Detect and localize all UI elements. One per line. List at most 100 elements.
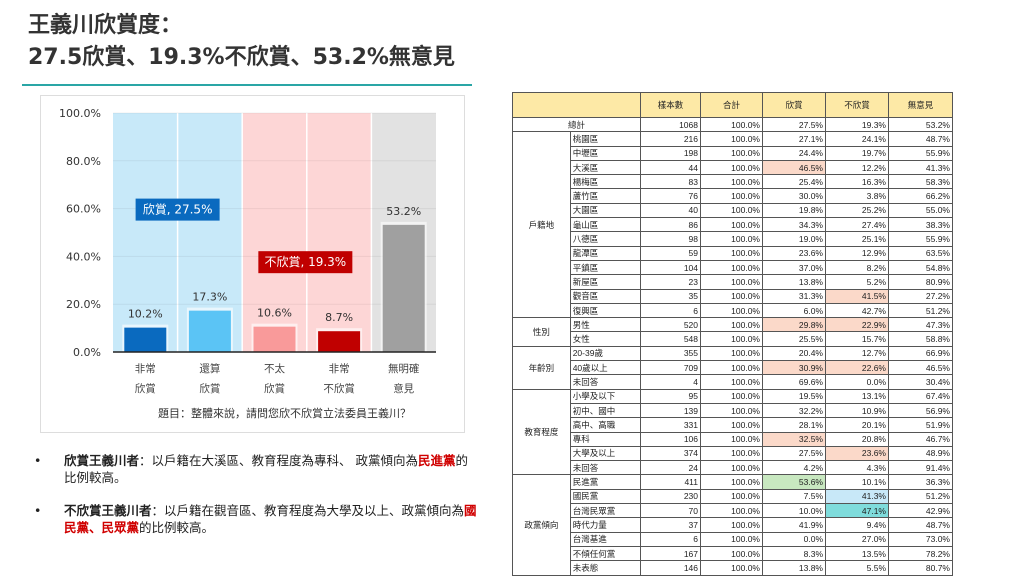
table-cell: 19.7% [825, 145, 889, 161]
table-cell: 46.5% [762, 159, 826, 176]
table-cell: 46.7% [888, 431, 953, 447]
table-cell: 355 [640, 345, 701, 362]
y-tick-label: 80.0% [66, 155, 101, 168]
y-tick-label: 100.0% [59, 107, 101, 120]
table-cell: 63.5% [888, 245, 953, 261]
table-row: 龍潭區 59 100.0% 23.6% 12.9% 63.5% [513, 245, 953, 261]
table-row: 新屋區 23 100.0% 13.8% 5.2% 80.9% [513, 274, 953, 290]
row-label: 專科 [569, 431, 642, 447]
table-cell: 15.7% [825, 331, 889, 347]
table-cell: 100.0% [700, 302, 763, 319]
annotation-label: 欣賞, 27.5% [143, 203, 213, 217]
title-divider [22, 84, 472, 86]
table-cell: 0.0% [762, 531, 826, 547]
x-tick-label: 意見 [393, 382, 414, 395]
table-cell: 411 [640, 474, 701, 490]
table-cell: 13.8% [762, 560, 826, 576]
table-cell: 198 [640, 145, 701, 161]
table-cell: 66.2% [888, 188, 953, 204]
table-row: 中壢區 198 100.0% 24.4% 19.7% 55.9% [513, 145, 953, 161]
table-row: 不傾任何黨 167 100.0% 8.3% 13.5% 78.2% [513, 545, 953, 562]
bullet-dot: • [34, 503, 42, 518]
y-tick-label: 20.0% [66, 298, 101, 311]
table-row: 大溪區 44 100.0% 46.5% 12.2% 41.3% [513, 159, 953, 176]
title-line-1: 王義川欣賞度： [28, 13, 183, 38]
table-cell: 10.0% [762, 503, 826, 519]
table-row: 復興區 6 100.0% 6.0% 42.7% 51.2% [513, 302, 953, 319]
table-cell: 70 [640, 503, 701, 519]
table-cell: 100.0% [700, 288, 763, 304]
x-tick-label: 欣賞 [199, 382, 220, 395]
table-cell: 46.5% [888, 360, 953, 376]
chart-caption: 題目：整體來說，請問您欣不欣賞立法委員王義川？ [158, 406, 411, 420]
table-cell: 58.3% [888, 174, 953, 190]
group-label: 性別 [512, 317, 571, 347]
table-row: 女性 548 100.0% 25.5% 15.7% 58.8% [513, 331, 953, 347]
table-cell: 25.5% [762, 331, 826, 347]
table-cell: 36.3% [888, 474, 953, 490]
table-cell: 86 [640, 217, 701, 233]
table-cell: 55.9% [888, 145, 953, 161]
bar [382, 224, 425, 352]
total-cell: 100.0% [700, 116, 763, 133]
table-cell: 80.9% [888, 274, 953, 290]
table-cell: 100.0% [700, 445, 763, 462]
table-cell: 100.0% [700, 202, 763, 219]
row-label: 觀音區 [569, 288, 642, 304]
group-label: 年齡別 [512, 345, 571, 390]
table-cell: 51.9% [888, 417, 953, 433]
table-row: 政黨傾向 民進黨 411 100.0% 53.6% 10.1% 36.3% [512, 474, 953, 576]
table-cell: 100.0% [700, 388, 763, 404]
table-row: 戶籍地 桃園區 216 100.0% 27.1% 24.1% 48.7% [512, 131, 953, 319]
table-row: 初中、國中 139 100.0% 32.2% 10.9% 56.9% [513, 402, 953, 419]
table-cell: 100.0% [700, 231, 763, 247]
column-header: 合計 [700, 92, 763, 118]
value-label: 10.6% [257, 307, 292, 320]
table-cell: 548 [640, 331, 701, 347]
table-cell: 19.5% [762, 388, 826, 404]
table-cell: 47.3% [888, 317, 953, 333]
finding-text: ：以戶籍在觀音區、教育程度為大學及以上、政黨傾向為 [151, 503, 465, 518]
value-label: 8.7% [325, 311, 353, 324]
table-cell: 25.1% [825, 231, 889, 247]
table-cell: 28.1% [762, 417, 826, 433]
table-cell: 27.2% [888, 288, 953, 304]
table-cell: 35 [640, 288, 701, 304]
table-cell: 59 [640, 245, 701, 261]
table-cell: 100.0% [700, 474, 763, 490]
table-cell: 27.5% [762, 445, 826, 462]
table-cell: 24 [640, 460, 701, 476]
row-label: 平鎮區 [569, 259, 642, 276]
table-cell: 19.0% [762, 231, 826, 247]
group-label: 政黨傾向 [512, 474, 571, 576]
table-cell: 100.0% [700, 460, 763, 476]
table-cell: 25.2% [825, 202, 889, 219]
table-cell: 66.9% [888, 345, 953, 362]
table-cell: 13.8% [762, 274, 826, 290]
table-cell: 100.0% [700, 317, 763, 333]
total-cell: 19.3% [825, 116, 889, 133]
table-row: 教育程度 小學及以下 95 100.0% 19.5% 13.1% 67.4% [512, 388, 953, 476]
table-cell: 56.9% [888, 402, 953, 419]
table-cell: 27.1% [762, 131, 826, 147]
category-band [242, 113, 307, 352]
table-row: 台灣民眾黨 70 100.0% 10.0% 47.1% 42.9% [513, 503, 953, 519]
row-label: 復興區 [569, 302, 642, 319]
table-cell: 100.0% [700, 402, 763, 419]
table-cell: 6 [640, 531, 701, 547]
table-cell: 4 [640, 374, 701, 390]
table-cell: 22.9% [825, 317, 889, 333]
table-cell: 67.4% [888, 388, 953, 404]
total-cell: 1068 [640, 116, 701, 133]
table-cell: 104 [640, 259, 701, 276]
x-tick-label: 不太 [264, 362, 285, 375]
table-cell: 100.0% [700, 217, 763, 233]
row-label: 40歲以上 [569, 360, 642, 376]
table-cell: 709 [640, 360, 701, 376]
table-cell: 374 [640, 445, 701, 462]
table-row: 年齡別 20-39歲 355 100.0% 20.4% 12.7% 66.9% [512, 345, 953, 390]
table-cell: 19.8% [762, 202, 826, 219]
table-cell: 20.8% [825, 431, 889, 447]
table-cell: 167 [640, 545, 701, 562]
